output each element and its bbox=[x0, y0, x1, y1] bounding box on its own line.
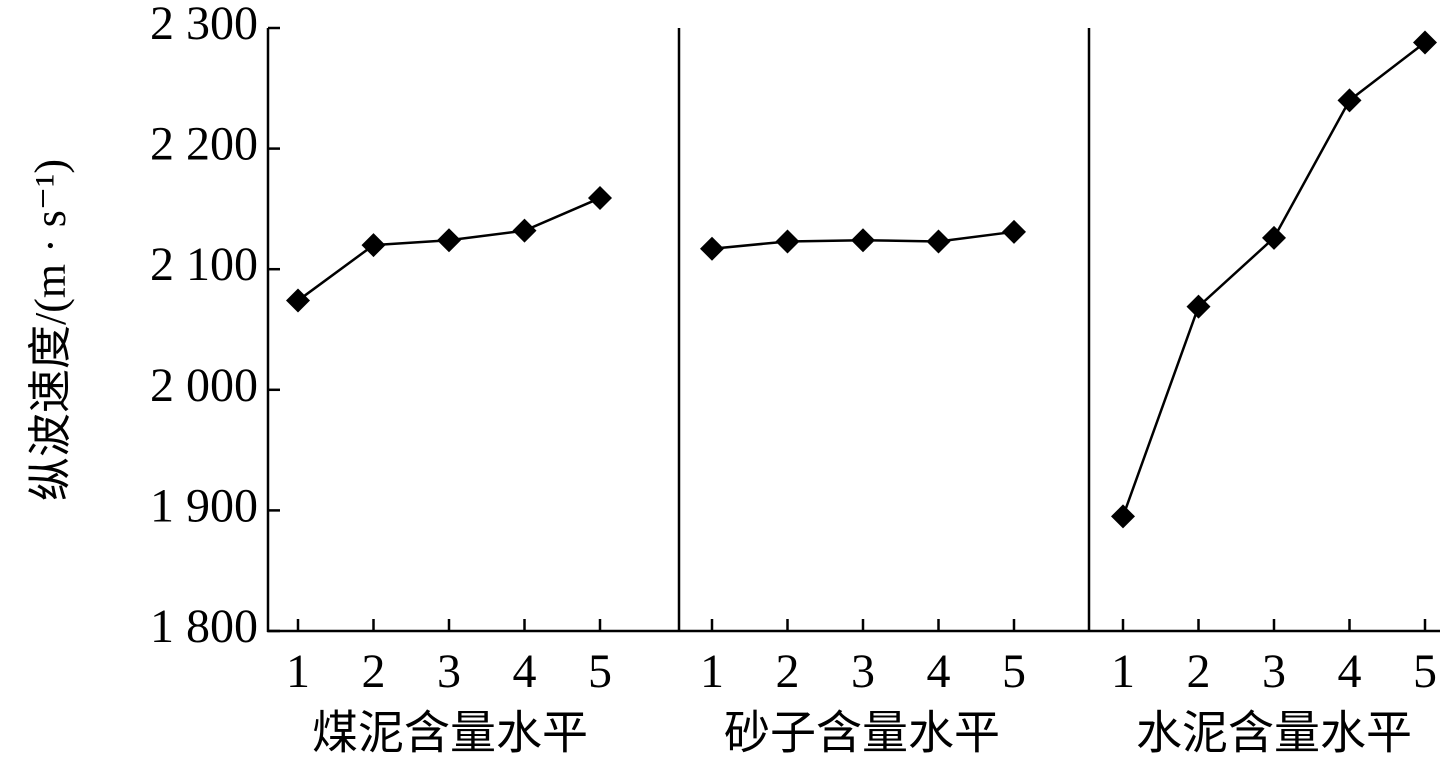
x-tick-label: 2 bbox=[776, 645, 800, 698]
x-tick-label: 5 bbox=[588, 645, 612, 698]
x-tick-label: 4 bbox=[927, 645, 951, 698]
marker bbox=[437, 228, 461, 253]
marker bbox=[775, 229, 800, 254]
x-tick-label: 3 bbox=[1262, 645, 1286, 698]
x-tick-label: 1 bbox=[286, 645, 310, 698]
marker bbox=[588, 186, 612, 211]
y-tick-label: 2 100 bbox=[150, 238, 258, 291]
y-tick-label: 2 000 bbox=[150, 359, 258, 412]
marker bbox=[700, 236, 724, 261]
x-tick-label: 5 bbox=[1413, 645, 1437, 698]
y-tick-label: 2 200 bbox=[150, 118, 258, 171]
x-tick-label: 4 bbox=[1338, 645, 1362, 698]
marker bbox=[286, 288, 310, 313]
y-tick-label: 2 300 bbox=[150, 0, 258, 50]
x-tick-label: 2 bbox=[362, 645, 386, 698]
y-axis-title: 纵波速度/(m · s⁻¹) bbox=[26, 159, 75, 501]
marker bbox=[1337, 88, 1362, 113]
marker bbox=[926, 229, 951, 254]
marker bbox=[361, 233, 386, 258]
x-tick-label: 1 bbox=[700, 645, 724, 698]
marker bbox=[1002, 219, 1026, 244]
x-tick-label: 3 bbox=[437, 645, 461, 698]
x-axis-title: 煤泥含量水平 bbox=[312, 708, 588, 759]
y-tick-label: 1 900 bbox=[150, 479, 258, 532]
y-tick-label: 1 800 bbox=[150, 600, 258, 653]
x-tick-label: 1 bbox=[1111, 645, 1135, 698]
marker bbox=[1186, 294, 1211, 319]
x-tick-label: 2 bbox=[1187, 645, 1211, 698]
x-tick-label: 3 bbox=[851, 645, 875, 698]
marker bbox=[512, 218, 537, 243]
x-axis-title: 砂子含量水平 bbox=[724, 708, 1000, 759]
marker bbox=[1111, 504, 1135, 529]
line bbox=[1121, 41, 1426, 517]
marker bbox=[1413, 30, 1437, 55]
x-tick-label: 4 bbox=[513, 645, 537, 698]
x-tick-label: 5 bbox=[1002, 645, 1026, 698]
x-axis-title: 水泥含量水平 bbox=[1136, 708, 1412, 759]
marker bbox=[851, 228, 875, 253]
marker bbox=[1262, 225, 1286, 250]
